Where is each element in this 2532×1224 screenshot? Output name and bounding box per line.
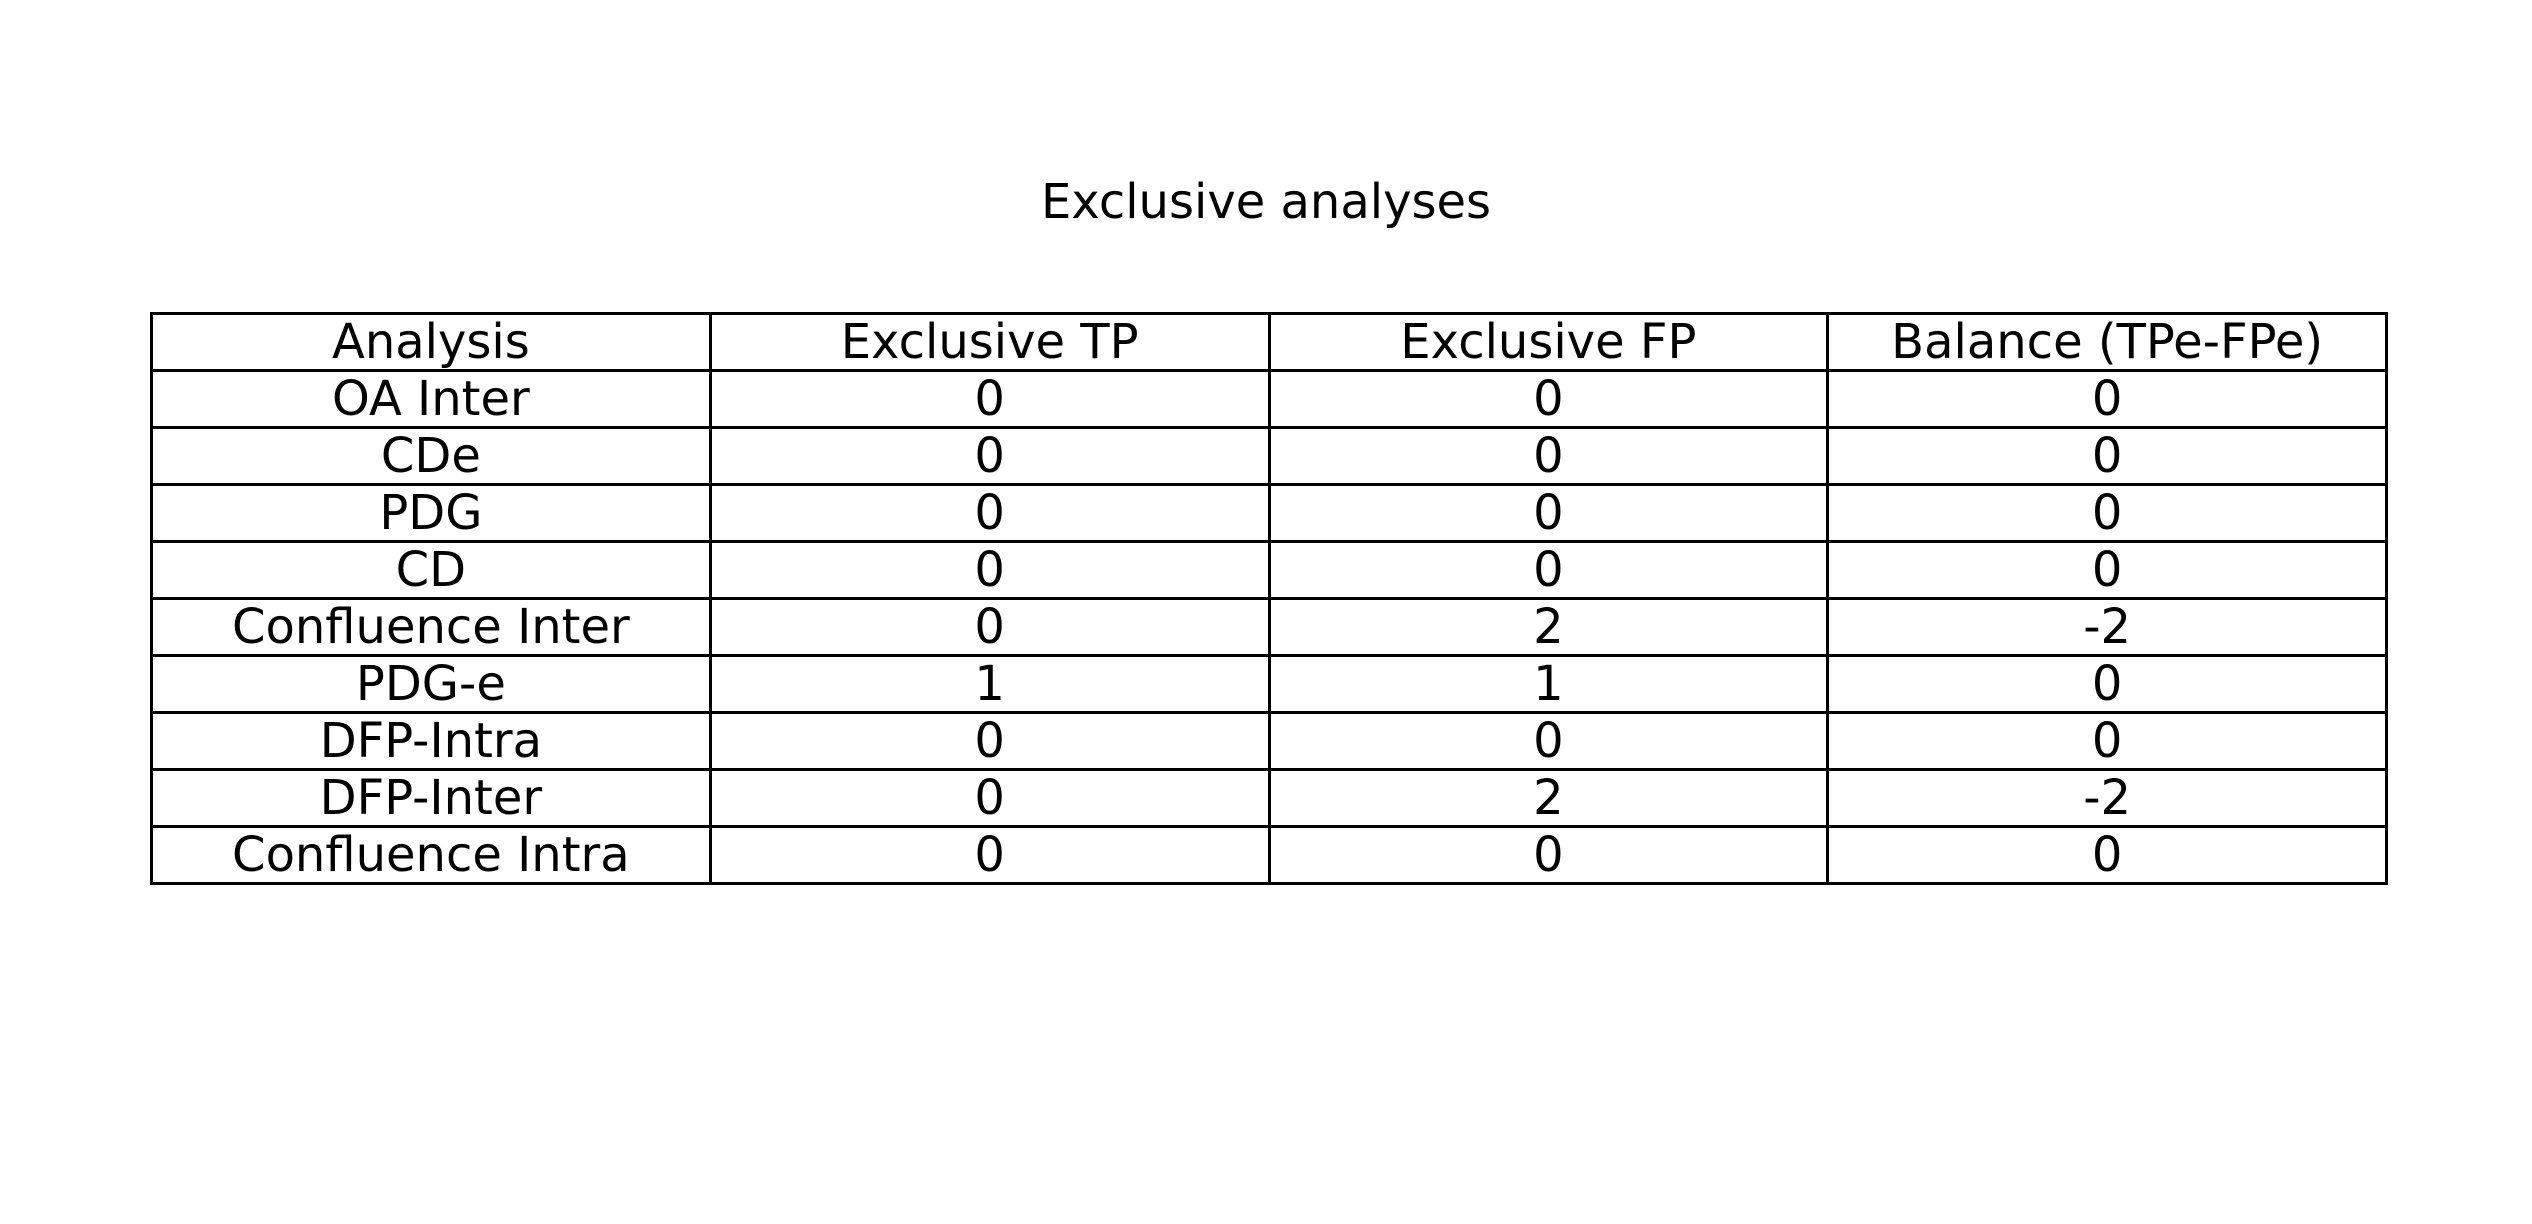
table-row: DFP-Inter 0 2 -2 xyxy=(150,768,2388,828)
table-cell: -2 xyxy=(1826,597,2388,657)
table-cell: CDe xyxy=(150,426,712,486)
table-cell: 0 xyxy=(1267,825,1830,885)
table-cell: Confluence Intra xyxy=(150,825,712,885)
table-cell: 0 xyxy=(1267,483,1830,543)
table-cell: 0 xyxy=(708,426,1271,486)
table-title: Exclusive analyses xyxy=(1040,174,1492,230)
table-cell: 0 xyxy=(1826,711,2388,771)
results-table-container: Analysis Exclusive TP Exclusive FP Balan… xyxy=(150,312,2388,885)
table-cell: -2 xyxy=(1826,768,2388,828)
column-header: Exclusive FP xyxy=(1267,312,1830,372)
table-header: Analysis Exclusive TP Exclusive FP Balan… xyxy=(150,312,2388,372)
table-cell: 0 xyxy=(1267,369,1830,429)
table-cell: 2 xyxy=(1267,597,1830,657)
table-cell: 0 xyxy=(708,540,1271,600)
table-cell: 0 xyxy=(1826,825,2388,885)
table-cell: 0 xyxy=(1826,540,2388,600)
table-cell: 0 xyxy=(708,597,1271,657)
table-row: PDG-e 1 1 0 xyxy=(150,654,2388,714)
table-row: Confluence Intra 0 0 0 xyxy=(150,825,2388,885)
table-body: OA Inter 0 0 0 CDe 0 0 0 PDG 0 0 0 CD 0 … xyxy=(150,369,2388,885)
table-cell: 0 xyxy=(1826,369,2388,429)
results-table: Analysis Exclusive TP Exclusive FP Balan… xyxy=(150,312,2388,885)
table-row: OA Inter 0 0 0 xyxy=(150,369,2388,429)
table-cell: 1 xyxy=(1267,654,1830,714)
table-row: DFP-Intra 0 0 0 xyxy=(150,711,2388,771)
table-cell: 0 xyxy=(1267,426,1830,486)
table-cell: 0 xyxy=(708,483,1271,543)
table-row: PDG 0 0 0 xyxy=(150,483,2388,543)
table-cell: 0 xyxy=(1826,483,2388,543)
table-cell: PDG-e xyxy=(150,654,712,714)
table-cell: 0 xyxy=(708,711,1271,771)
table-cell: CD xyxy=(150,540,712,600)
table-cell: 0 xyxy=(708,369,1271,429)
table-row: CD 0 0 0 xyxy=(150,540,2388,600)
table-cell: DFP-Inter xyxy=(150,768,712,828)
column-header: Exclusive TP xyxy=(708,312,1271,372)
table-cell: 0 xyxy=(708,768,1271,828)
header-row: Analysis Exclusive TP Exclusive FP Balan… xyxy=(150,312,2388,372)
table-cell: PDG xyxy=(150,483,712,543)
column-header: Analysis xyxy=(150,312,712,372)
table-cell: 0 xyxy=(708,825,1271,885)
table-row: CDe 0 0 0 xyxy=(150,426,2388,486)
table-cell: OA Inter xyxy=(150,369,712,429)
table-cell: 0 xyxy=(1267,711,1830,771)
table-cell: 0 xyxy=(1826,654,2388,714)
column-header: Balance (TPe-FPe) xyxy=(1826,312,2388,372)
table-cell: 1 xyxy=(708,654,1271,714)
table-row: Confluence Inter 0 2 -2 xyxy=(150,597,2388,657)
table-cell: DFP-Intra xyxy=(150,711,712,771)
table-cell: 2 xyxy=(1267,768,1830,828)
table-cell: 0 xyxy=(1267,540,1830,600)
table-cell: 0 xyxy=(1826,426,2388,486)
table-cell: Confluence Inter xyxy=(150,597,712,657)
